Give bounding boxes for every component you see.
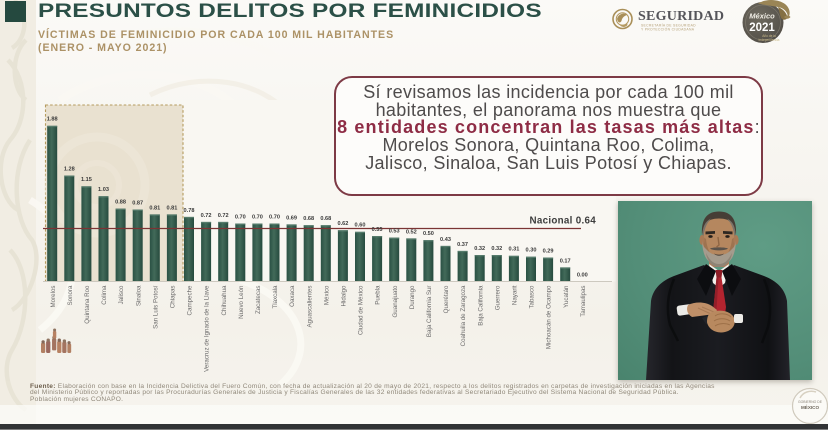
svg-text:Tabasco: Tabasco: [529, 285, 536, 309]
svg-text:0.72: 0.72: [201, 213, 212, 219]
svg-text:Chiapas: Chiapas: [170, 286, 177, 309]
svg-text:San Luis Potosí: San Luis Potosí: [152, 285, 159, 329]
svg-text:Oaxaca: Oaxaca: [289, 285, 296, 307]
svg-text:Tlaxcala: Tlaxcala: [272, 285, 279, 309]
svg-text:0.70: 0.70: [269, 214, 280, 220]
svg-text:0.50: 0.50: [423, 231, 434, 237]
svg-text:0.68: 0.68: [320, 216, 331, 222]
svg-text:Año de la: Año de la: [762, 34, 776, 38]
svg-text:Ciudad de México: Ciudad de México: [358, 285, 365, 335]
svg-text:Independencia: Independencia: [759, 38, 780, 42]
svg-text:Nayarit: Nayarit: [512, 285, 519, 305]
svg-text:0.30: 0.30: [526, 248, 537, 254]
svg-text:Coahuila de Zaragoza: Coahuila de Zaragoza: [460, 285, 467, 346]
svg-text:2021: 2021: [749, 22, 775, 34]
svg-text:0.62: 0.62: [337, 221, 348, 227]
svg-text:0.00: 0.00: [577, 272, 588, 278]
svg-text:Guanajuato: Guanajuato: [392, 285, 399, 318]
svg-text:0.81: 0.81: [166, 205, 177, 211]
svg-text:0.87: 0.87: [132, 200, 143, 206]
svg-text:0.29: 0.29: [543, 248, 554, 254]
svg-text:0.88: 0.88: [115, 200, 126, 206]
svg-text:Chihuahua: Chihuahua: [221, 285, 228, 315]
svg-text:0.53: 0.53: [389, 229, 400, 235]
svg-text:0.52: 0.52: [406, 229, 417, 235]
svg-text:0.60: 0.60: [355, 223, 366, 229]
svg-text:1.88: 1.88: [47, 117, 58, 123]
svg-text:Sonora: Sonora: [67, 285, 74, 306]
svg-text:Zacatecas: Zacatecas: [255, 286, 262, 315]
svg-text:0.72: 0.72: [218, 213, 229, 219]
svg-text:0.55: 0.55: [372, 227, 383, 233]
svg-text:0.70: 0.70: [235, 214, 246, 220]
svg-text:Campeche: Campeche: [187, 285, 194, 315]
svg-text:Baja California Sur: Baja California Sur: [426, 286, 433, 338]
svg-text:SECRETARÍA DE SEGURIDAD: SECRETARÍA DE SEGURIDAD: [641, 24, 696, 28]
svg-text:Tamaulipas: Tamaulipas: [580, 286, 587, 317]
svg-text:Durango: Durango: [409, 285, 416, 309]
svg-text:0.17: 0.17: [560, 258, 571, 264]
svg-text:Colima: Colima: [101, 285, 108, 305]
svg-text:0.31: 0.31: [508, 247, 519, 253]
svg-text:0.81: 0.81: [149, 205, 160, 211]
svg-text:GOBIERNO DE: GOBIERNO DE: [798, 400, 823, 404]
svg-text:Sinaloa: Sinaloa: [135, 285, 142, 306]
svg-text:1.03: 1.03: [98, 187, 109, 193]
svg-text:Nuevo León: Nuevo León: [238, 285, 245, 319]
svg-text:0.70: 0.70: [252, 214, 263, 220]
svg-text:Yucatán: Yucatán: [563, 285, 570, 308]
svg-text:0.37: 0.37: [457, 242, 468, 248]
svg-text:México: México: [749, 12, 775, 21]
svg-text:MÉXICO: MÉXICO: [801, 403, 820, 410]
svg-text:Y PROTECCIÓN CIUDADANA: Y PROTECCIÓN CIUDADANA: [641, 27, 695, 32]
svg-text:Jalisco: Jalisco: [118, 285, 125, 304]
svg-text:Aguascalientes: Aguascalientes: [306, 286, 313, 328]
svg-text:Guerrero: Guerrero: [494, 285, 501, 310]
svg-text:Puebla: Puebla: [375, 285, 382, 305]
svg-text:0.69: 0.69: [286, 215, 297, 221]
svg-text:0.78: 0.78: [184, 208, 195, 214]
svg-text:SEGURIDAD: SEGURIDAD: [638, 9, 724, 24]
svg-text:0.68: 0.68: [303, 216, 314, 222]
svg-text:Nacional 0.64: Nacional 0.64: [529, 216, 596, 227]
svg-text:1.15: 1.15: [81, 177, 92, 183]
svg-text:Michoacán de Ocampo: Michoacán de Ocampo: [546, 285, 553, 349]
svg-text:0.43: 0.43: [440, 237, 451, 243]
svg-text:Morelos: Morelos: [50, 286, 57, 308]
svg-text:0.32: 0.32: [491, 246, 502, 252]
svg-text:0.32: 0.32: [474, 246, 485, 252]
svg-text:Veracruz de Ignacio de la Llav: Veracruz de Ignacio de la Llave: [204, 285, 211, 372]
svg-text:1.28: 1.28: [64, 166, 75, 172]
svg-text:Hidalgo: Hidalgo: [341, 285, 348, 307]
svg-text:Querétaro: Querétaro: [443, 285, 450, 313]
svg-text:Quintana Roo: Quintana Roo: [84, 285, 91, 324]
svg-text:Baja California: Baja California: [477, 285, 484, 326]
svg-text:México: México: [323, 285, 330, 305]
